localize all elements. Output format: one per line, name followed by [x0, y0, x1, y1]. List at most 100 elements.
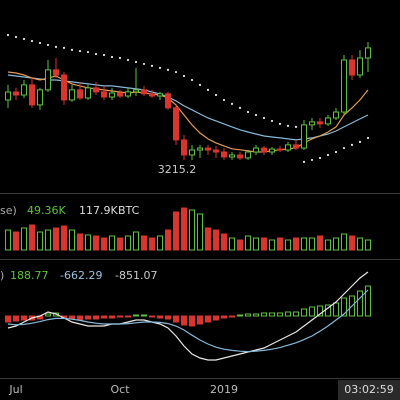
histogram-bar [77, 315, 83, 321]
candle-body [213, 149, 219, 153]
candle-body [13, 91, 19, 96]
volume-bar [109, 235, 115, 251]
candle-body [101, 91, 107, 98]
sar-dot [294, 125, 298, 128]
sar-dot [30, 39, 34, 43]
histogram-bar [285, 311, 291, 317]
x-tick-label: Oct [110, 383, 130, 396]
sar-dot [254, 113, 258, 117]
volume-bar [277, 237, 283, 251]
candle-body [165, 93, 171, 109]
sar-dot [358, 140, 362, 144]
histogram-bar [357, 290, 363, 317]
histogram-bar [149, 315, 155, 318]
x-tick-label: Jul [8, 383, 22, 396]
volume-bar [333, 237, 339, 251]
histogram-bar [141, 314, 147, 317]
histogram-bar [5, 315, 11, 323]
sar-dot [70, 48, 74, 51]
volume-bar [349, 235, 355, 251]
sar-dot [150, 64, 154, 68]
sar-dot [134, 60, 138, 64]
sar-dot [246, 110, 250, 114]
candle-body [133, 89, 139, 93]
histogram-bar [269, 312, 275, 317]
histogram-bar [93, 315, 99, 320]
candle-body [229, 154, 235, 158]
volume-bar [5, 229, 11, 251]
sar-dot [62, 46, 66, 49]
sar-dot [222, 98, 226, 102]
volume-bar [13, 231, 19, 251]
histogram-bar [365, 285, 371, 317]
candle-body [261, 147, 267, 153]
candle-body [69, 89, 75, 101]
legend-prefix: ) [0, 269, 4, 282]
candle-body [333, 111, 339, 119]
sar-dot [110, 55, 114, 59]
candle-body [189, 149, 195, 156]
sar-dot [126, 58, 130, 62]
volume-bar [93, 235, 99, 251]
histogram-bar [293, 311, 299, 317]
sar-dot [142, 62, 146, 66]
sar-dot [6, 33, 10, 37]
sar-dot [334, 150, 338, 154]
candle-body [205, 147, 211, 151]
histogram-bar [157, 315, 163, 319]
legend-prefix: se) [0, 204, 17, 217]
sar-dot [174, 70, 178, 74]
legend-value: -662.29 [60, 269, 102, 282]
sar-dot [310, 158, 314, 162]
candle-body [221, 151, 227, 158]
candle-body [53, 69, 59, 76]
candle-body [21, 84, 27, 96]
candle-body [173, 107, 179, 141]
candle-body [309, 121, 315, 126]
histogram-bar [189, 315, 195, 327]
histogram-bar [133, 314, 139, 317]
sar-dot [326, 153, 330, 157]
candle-body [37, 89, 43, 106]
countdown-box [338, 380, 400, 400]
volume-bar [149, 237, 155, 251]
volume-bar [197, 213, 203, 251]
volume-bar [357, 237, 363, 251]
candle-body [245, 151, 251, 159]
volume-bar [165, 229, 171, 251]
sar-dot [22, 37, 26, 41]
legend-value: -851.07 [115, 269, 157, 282]
candle-body [269, 148, 275, 153]
histogram-bar [205, 315, 211, 323]
histogram-bar [213, 315, 219, 321]
histogram-bar [197, 315, 203, 325]
candle-body [157, 93, 163, 97]
histogram-bar [301, 308, 307, 317]
candle-body [325, 117, 331, 125]
histogram-bar [85, 315, 91, 320]
candle-body [85, 87, 91, 99]
sar-dot [166, 68, 170, 71]
sar-dot [230, 102, 234, 106]
histogram-bar [245, 313, 251, 317]
volume-bar [141, 235, 147, 251]
macd-line [7, 271, 369, 361]
volume-bar [293, 237, 299, 251]
candle-body [301, 124, 307, 149]
signal-line [7, 289, 369, 353]
volume-bar [53, 227, 59, 251]
countdown: 03:02:59 [344, 383, 393, 396]
sar-dot [238, 106, 242, 109]
histogram-bar [101, 315, 107, 319]
sar-dot [54, 45, 58, 49]
volume-bar [253, 237, 259, 251]
histogram-bar [13, 315, 19, 322]
candle-body [357, 57, 363, 76]
histogram-bar [237, 314, 243, 317]
candle-body [141, 89, 147, 95]
candle-body [237, 154, 243, 159]
histogram-bar [45, 313, 51, 317]
candle-body [293, 144, 299, 149]
candle-body [93, 87, 99, 93]
